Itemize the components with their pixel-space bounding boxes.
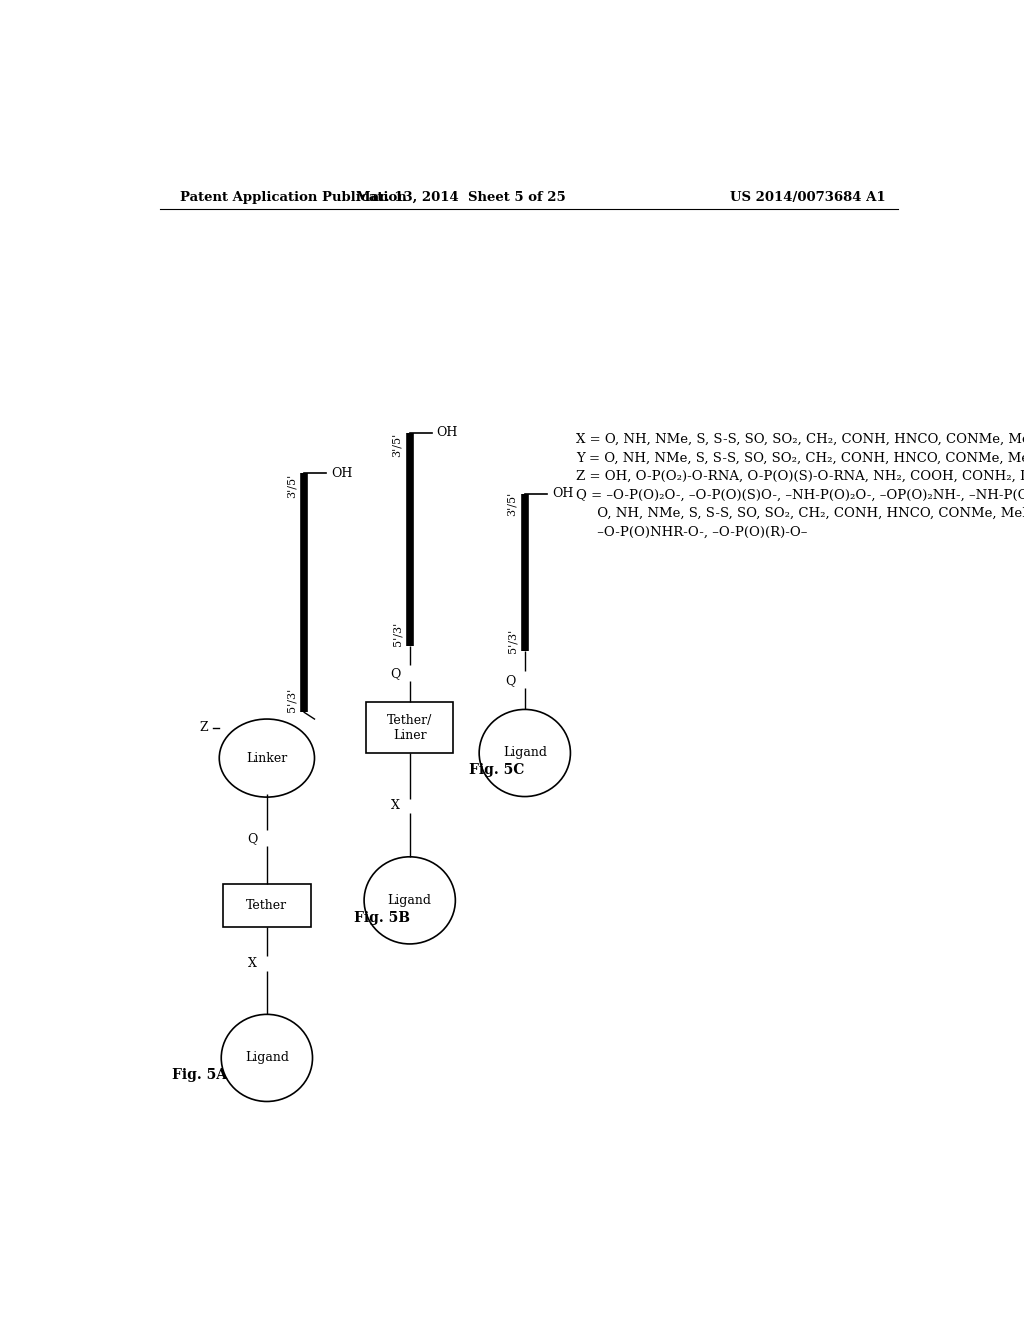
Text: Fig. 5C: Fig. 5C — [469, 763, 524, 777]
Text: Z: Z — [199, 721, 208, 734]
Text: X = O, NH, NMe, S, S-S, SO, SO₂, CH₂, CONH, HNCO, CONMe, MeNCO, COO, OCO
Y = O, : X = O, NH, NMe, S, S-S, SO, SO₂, CH₂, CO… — [577, 433, 1024, 539]
Text: Mar. 13, 2014  Sheet 5 of 25: Mar. 13, 2014 Sheet 5 of 25 — [356, 190, 566, 203]
Text: OH: OH — [552, 487, 573, 500]
Text: 5'/3': 5'/3' — [392, 622, 402, 647]
Ellipse shape — [479, 709, 570, 796]
Text: Tether/
Liner: Tether/ Liner — [387, 714, 432, 742]
Text: Fig. 5B: Fig. 5B — [354, 911, 411, 924]
Text: OH: OH — [436, 426, 458, 440]
Text: 5'/3': 5'/3' — [507, 630, 517, 653]
Text: Fig. 5A: Fig. 5A — [172, 1068, 226, 1082]
Text: US 2014/0073684 A1: US 2014/0073684 A1 — [730, 190, 886, 203]
Text: Tether: Tether — [247, 899, 288, 912]
Ellipse shape — [221, 1014, 312, 1101]
Ellipse shape — [365, 857, 456, 944]
Text: Ligand: Ligand — [503, 747, 547, 759]
Text: Ligand: Ligand — [388, 894, 432, 907]
Text: Linker: Linker — [246, 751, 288, 764]
Text: X: X — [248, 957, 257, 970]
Text: Ligand: Ligand — [245, 1052, 289, 1064]
Text: 3'/5': 3'/5' — [287, 474, 297, 498]
Text: 3'/5': 3'/5' — [507, 492, 517, 516]
Text: Q: Q — [390, 668, 400, 681]
FancyBboxPatch shape — [223, 884, 310, 927]
Text: Q: Q — [505, 675, 516, 686]
Text: X: X — [391, 800, 400, 812]
FancyBboxPatch shape — [367, 702, 454, 754]
Ellipse shape — [219, 719, 314, 797]
Text: 3'/5': 3'/5' — [392, 433, 402, 457]
Text: Patent Application Publication: Patent Application Publication — [179, 190, 407, 203]
Text: Q: Q — [248, 832, 258, 845]
Text: OH: OH — [331, 467, 352, 480]
Text: 5'/3': 5'/3' — [287, 688, 297, 713]
